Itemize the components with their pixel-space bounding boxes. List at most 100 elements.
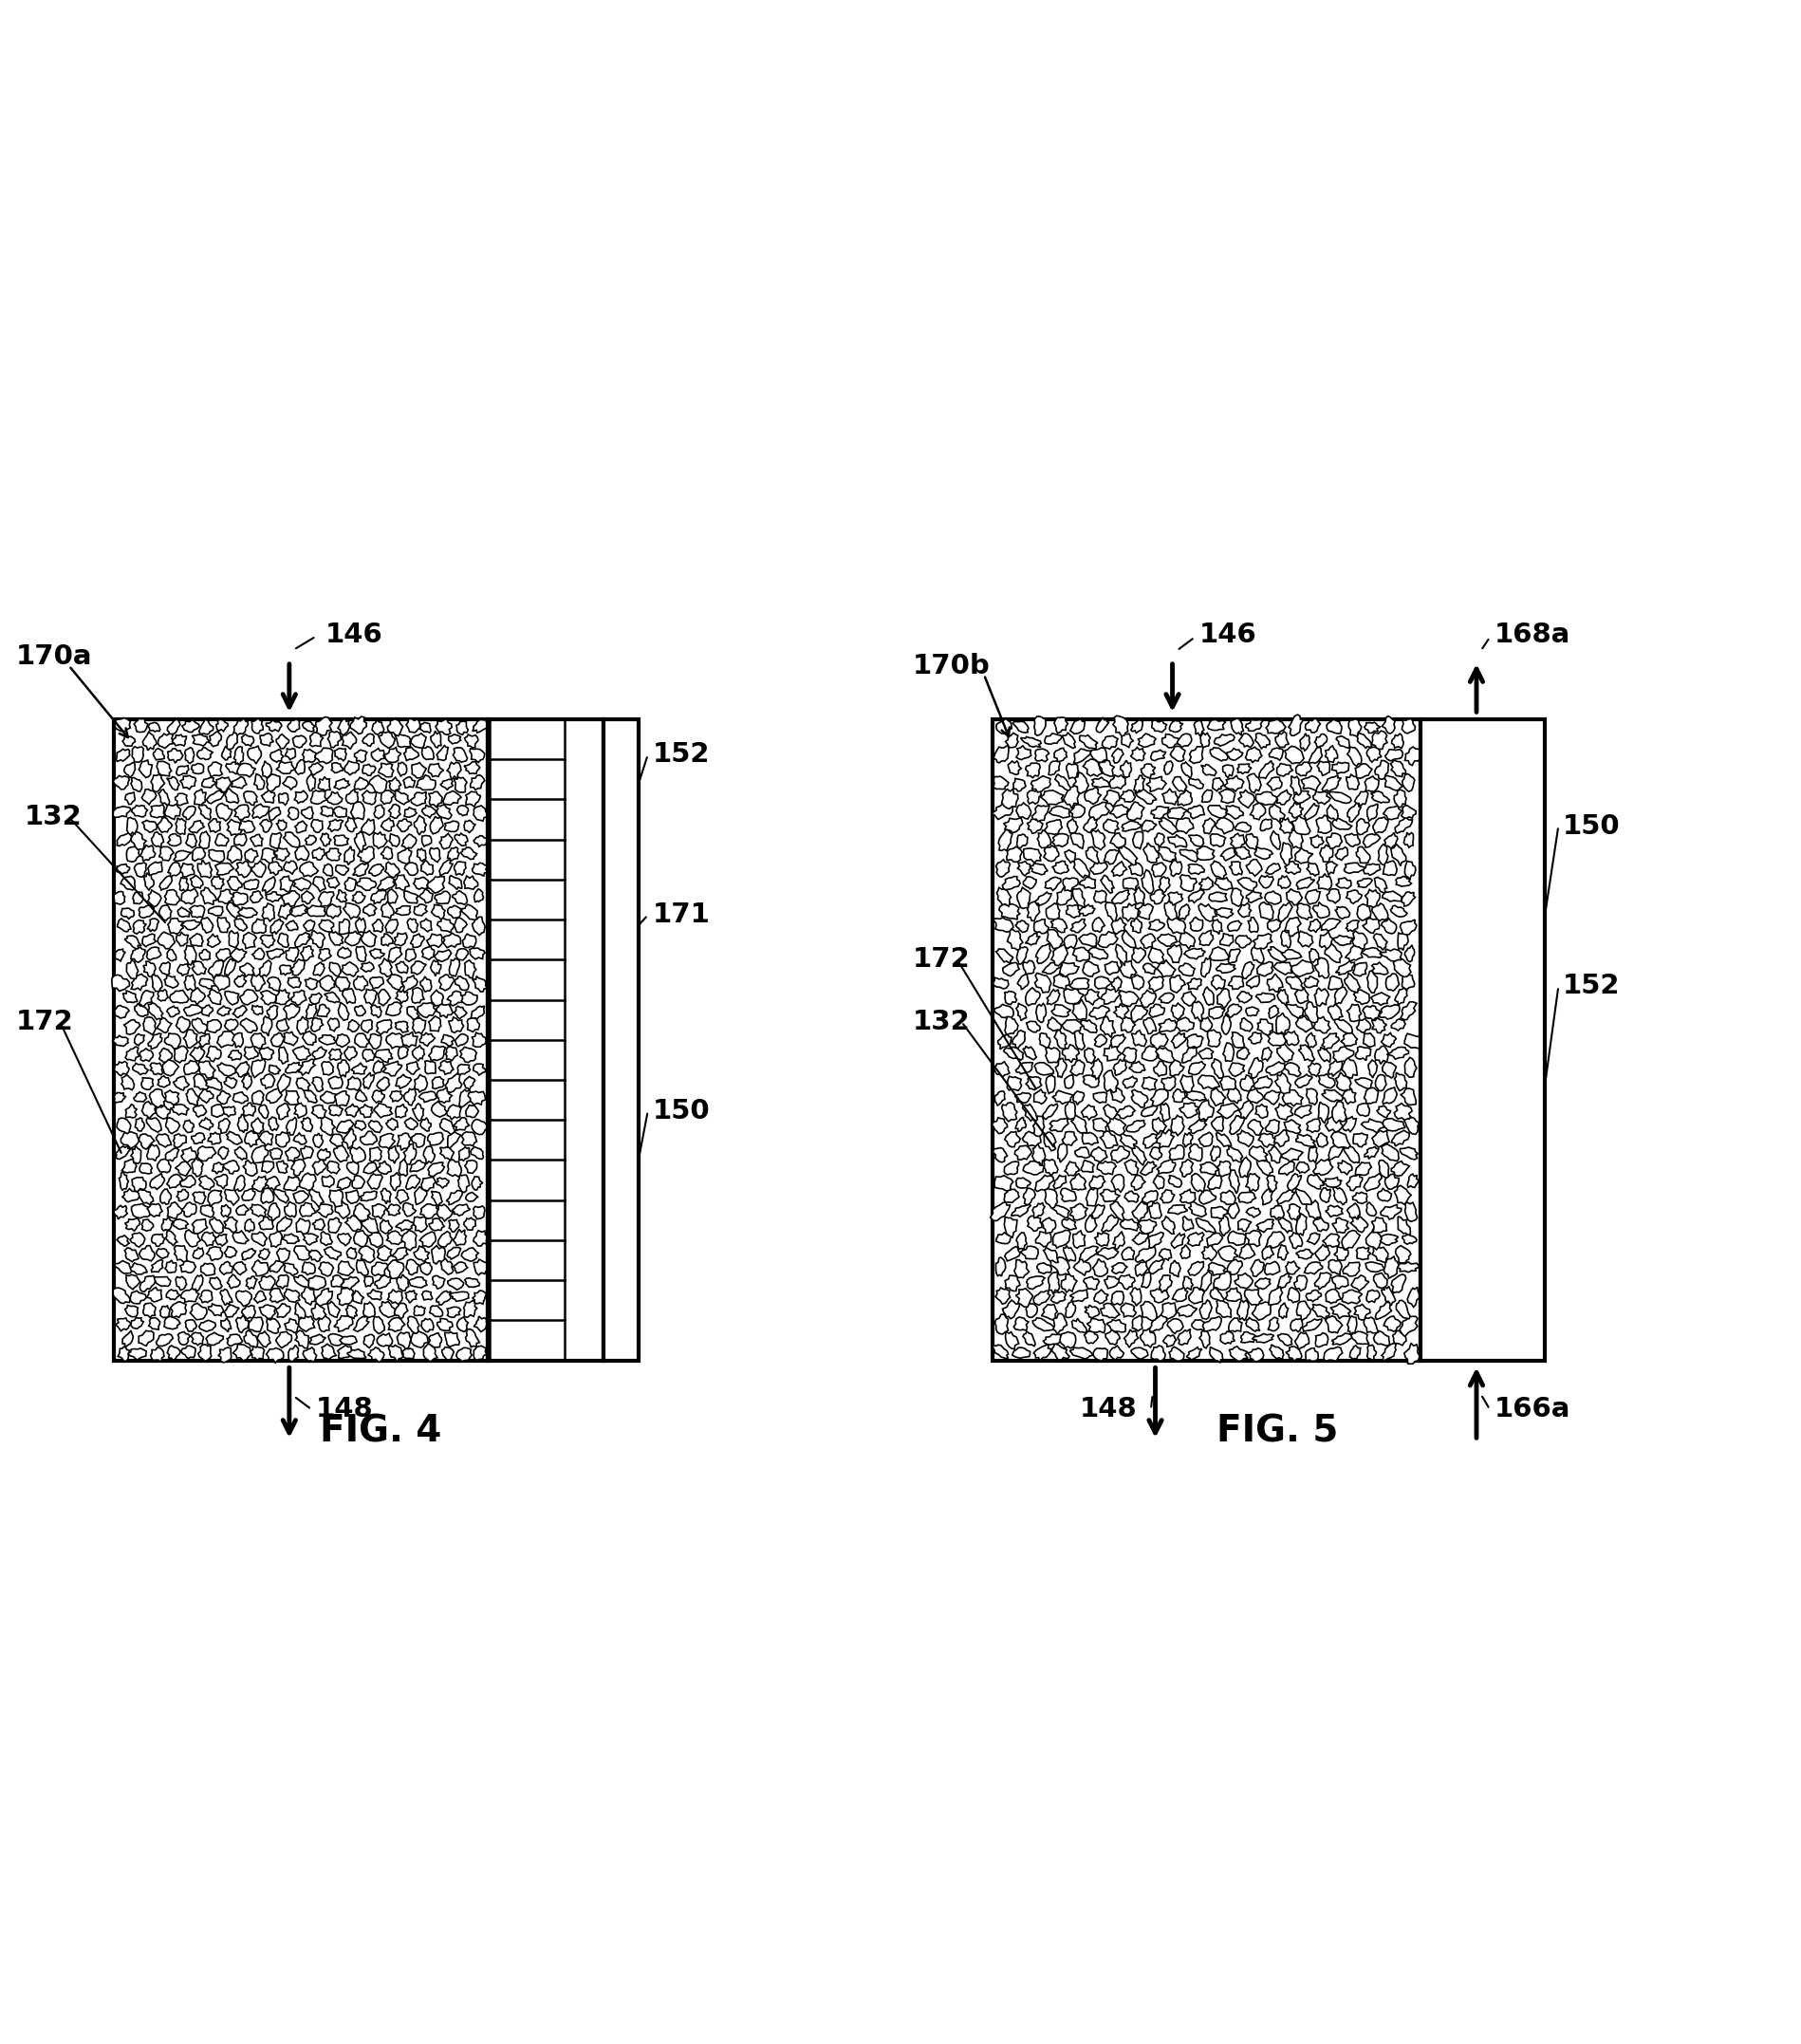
Polygon shape xyxy=(234,717,249,736)
Polygon shape xyxy=(996,861,1010,877)
Polygon shape xyxy=(1057,887,1072,905)
Polygon shape xyxy=(1106,1320,1126,1333)
Polygon shape xyxy=(344,760,358,775)
Polygon shape xyxy=(402,1349,414,1359)
Polygon shape xyxy=(1284,861,1300,875)
Polygon shape xyxy=(180,1345,196,1359)
Polygon shape xyxy=(1248,1349,1264,1361)
Polygon shape xyxy=(1142,1192,1158,1204)
Polygon shape xyxy=(1063,1132,1077,1145)
Polygon shape xyxy=(1122,1047,1136,1063)
Polygon shape xyxy=(175,1047,187,1063)
Polygon shape xyxy=(1371,993,1390,1006)
Polygon shape xyxy=(1111,1202,1124,1220)
Polygon shape xyxy=(294,736,306,748)
Polygon shape xyxy=(1041,1218,1055,1233)
Polygon shape xyxy=(1075,1147,1090,1159)
Polygon shape xyxy=(344,1128,357,1149)
Polygon shape xyxy=(344,903,360,920)
Polygon shape xyxy=(421,746,434,760)
Polygon shape xyxy=(439,1147,454,1159)
Polygon shape xyxy=(1181,762,1192,779)
Polygon shape xyxy=(339,719,349,736)
Polygon shape xyxy=(1322,1235,1340,1247)
Polygon shape xyxy=(1030,777,1050,793)
Polygon shape xyxy=(1306,1290,1322,1302)
Polygon shape xyxy=(285,1290,301,1302)
Polygon shape xyxy=(1131,1288,1142,1306)
Polygon shape xyxy=(1093,918,1104,932)
Polygon shape xyxy=(250,975,265,991)
Polygon shape xyxy=(1050,805,1070,818)
Polygon shape xyxy=(355,918,366,932)
Polygon shape xyxy=(1154,834,1165,846)
Polygon shape xyxy=(1149,977,1163,991)
Polygon shape xyxy=(1347,803,1362,822)
Polygon shape xyxy=(175,1161,191,1175)
Polygon shape xyxy=(414,1247,429,1261)
Polygon shape xyxy=(139,1331,153,1345)
Polygon shape xyxy=(411,934,425,948)
Polygon shape xyxy=(337,889,348,901)
Polygon shape xyxy=(454,918,466,932)
Polygon shape xyxy=(429,1047,445,1061)
Polygon shape xyxy=(429,764,443,777)
Polygon shape xyxy=(1140,989,1156,1008)
Polygon shape xyxy=(321,1116,335,1136)
Polygon shape xyxy=(268,1065,281,1075)
Polygon shape xyxy=(389,834,400,846)
Polygon shape xyxy=(1210,748,1228,760)
Polygon shape xyxy=(310,1251,322,1261)
Polygon shape xyxy=(378,877,394,891)
Polygon shape xyxy=(1326,863,1338,875)
Polygon shape xyxy=(193,1106,207,1118)
Polygon shape xyxy=(1304,1261,1322,1273)
Polygon shape xyxy=(1167,1318,1183,1333)
Polygon shape xyxy=(176,1190,189,1202)
Polygon shape xyxy=(1345,946,1363,961)
Polygon shape xyxy=(394,1022,409,1032)
Polygon shape xyxy=(385,920,398,934)
Polygon shape xyxy=(1140,1329,1156,1347)
Polygon shape xyxy=(270,832,281,848)
Polygon shape xyxy=(295,1077,310,1091)
Polygon shape xyxy=(299,1173,315,1190)
Polygon shape xyxy=(1228,977,1243,989)
Polygon shape xyxy=(355,750,367,762)
Polygon shape xyxy=(1246,834,1257,850)
Polygon shape xyxy=(148,724,160,732)
Polygon shape xyxy=(1162,1216,1174,1235)
Polygon shape xyxy=(312,1159,326,1175)
Polygon shape xyxy=(1063,1218,1077,1230)
Polygon shape xyxy=(1167,1206,1187,1214)
Polygon shape xyxy=(457,805,468,816)
Polygon shape xyxy=(402,975,418,991)
Polygon shape xyxy=(466,791,481,807)
Polygon shape xyxy=(122,1159,137,1173)
Polygon shape xyxy=(1216,908,1234,918)
Polygon shape xyxy=(1135,1247,1156,1263)
Polygon shape xyxy=(1315,1333,1327,1347)
Polygon shape xyxy=(998,830,1012,850)
Polygon shape xyxy=(465,1218,475,1230)
Polygon shape xyxy=(151,1347,164,1361)
Polygon shape xyxy=(304,920,315,932)
Polygon shape xyxy=(166,1149,178,1161)
Polygon shape xyxy=(407,1006,420,1020)
Polygon shape xyxy=(1317,875,1331,889)
Polygon shape xyxy=(439,861,452,877)
Polygon shape xyxy=(195,1073,209,1089)
Polygon shape xyxy=(268,1230,283,1247)
Polygon shape xyxy=(1281,930,1291,948)
Polygon shape xyxy=(1257,961,1273,977)
Polygon shape xyxy=(1376,1075,1387,1091)
Polygon shape xyxy=(1079,934,1097,946)
Polygon shape xyxy=(1144,842,1160,863)
Polygon shape xyxy=(1327,1004,1342,1020)
Polygon shape xyxy=(1293,791,1311,803)
Polygon shape xyxy=(1363,1316,1378,1333)
Polygon shape xyxy=(1131,719,1144,734)
Polygon shape xyxy=(232,1345,252,1361)
Polygon shape xyxy=(1198,846,1214,861)
Polygon shape xyxy=(412,1216,427,1233)
